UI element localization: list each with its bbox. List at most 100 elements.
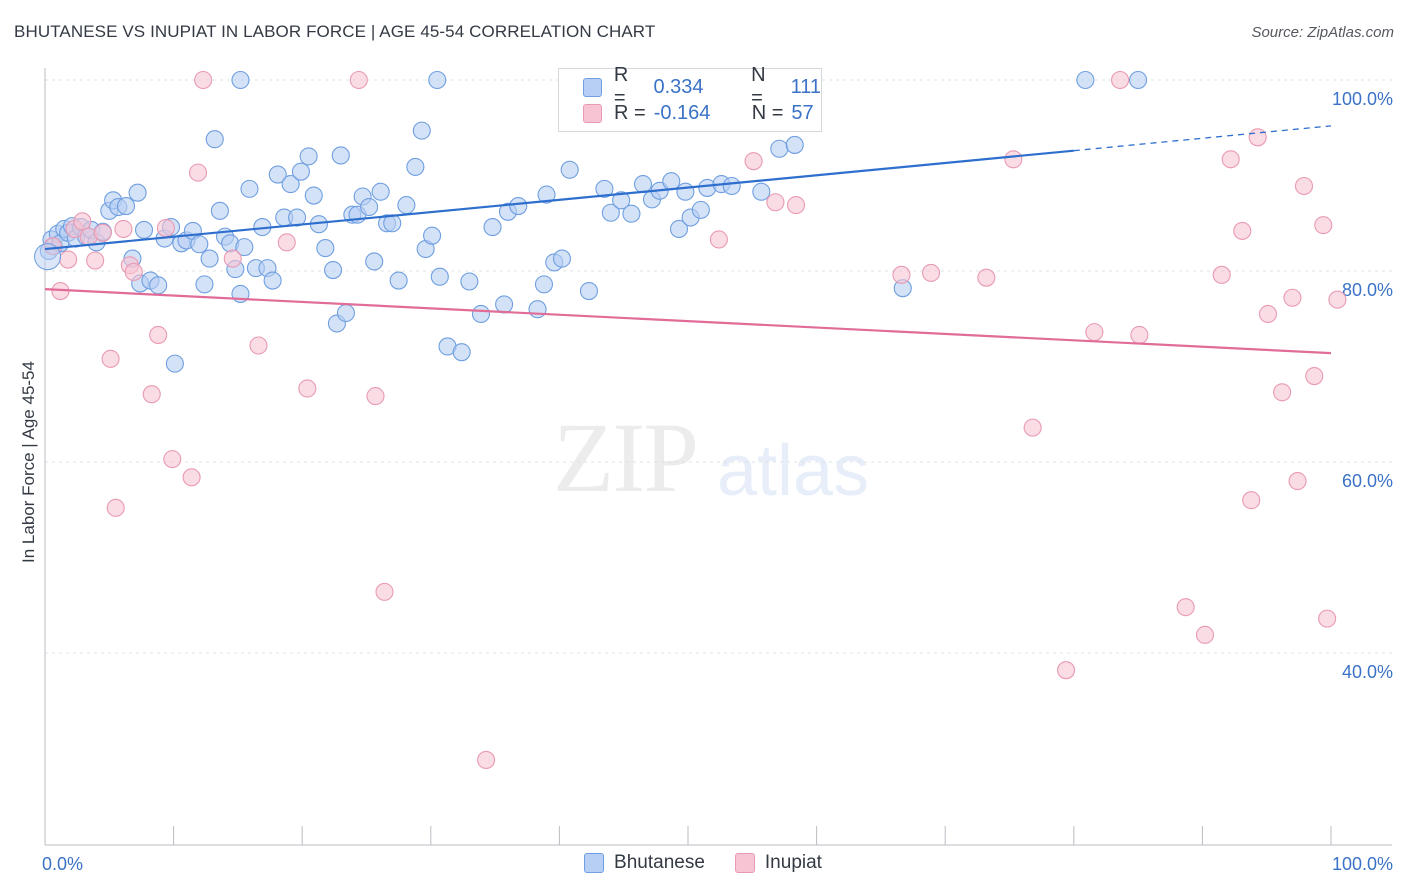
point-bhutanese: [471, 304, 491, 324]
point-bhutanese: [633, 175, 653, 194]
point-inupiat: [1242, 491, 1261, 510]
legend-row-inupiat: R = -0.164 N = 57: [583, 101, 814, 125]
point-inupiat: [142, 385, 161, 404]
point-inupiat: [1111, 70, 1130, 90]
point-bhutanese: [165, 354, 184, 373]
y-tick-label: 40.0%: [1342, 662, 1393, 682]
point-inupiat: [1318, 609, 1337, 628]
point-bhutanese: [579, 282, 599, 301]
point-bhutanese: [200, 249, 219, 268]
point-bhutanese: [1076, 70, 1095, 90]
point-bhutanese: [304, 186, 323, 205]
point-inupiat: [1233, 221, 1252, 240]
point-inupiat: [477, 750, 496, 770]
point-bhutanese-cluster: [34, 243, 62, 271]
point-inupiat: [1328, 290, 1347, 309]
point-bhutanese: [722, 176, 741, 196]
point-bhutanese: [612, 191, 631, 210]
point-bhutanese: [268, 165, 287, 184]
point-bhutanese: [205, 130, 224, 149]
point-inupiat: [101, 349, 120, 368]
point-inupiat: [366, 387, 385, 406]
point-bhutanese: [281, 175, 300, 194]
y-tick-label: 80.0%: [1342, 280, 1393, 300]
point-inupiat: [1004, 150, 1023, 169]
point-bhutanese: [452, 343, 471, 362]
bottom-legend: Bhutanese Inupiat: [0, 852, 1406, 874]
watermark-atlas: atlas: [717, 431, 870, 511]
trend-line-extension-bhutanese: [1073, 125, 1332, 152]
legend-r-value-bhutanese: 0.334: [653, 75, 704, 98]
point-inupiat: [1176, 598, 1195, 617]
point-bhutanese: [235, 238, 254, 257]
chart-title: BHUTANESE VS INUPIAT IN LABOR FORCE | AG…: [14, 22, 656, 41]
point-bhutanese: [291, 162, 310, 181]
point-inupiat: [1273, 383, 1292, 402]
bottom-legend-swatch-bhutanese: [584, 853, 605, 873]
legend-r-label: R =: [613, 64, 629, 109]
legend-swatch-inupiat: [583, 103, 602, 123]
point-inupiat: [163, 450, 182, 469]
point-bhutanese: [371, 182, 390, 201]
point-bhutanese: [552, 249, 572, 268]
legend-swatch-bhutanese: [583, 77, 602, 97]
point-bhutanese: [128, 183, 147, 202]
y-tick-label: 60.0%: [1342, 471, 1393, 491]
point-bhutanese: [231, 70, 250, 90]
point-inupiat: [59, 250, 78, 269]
point-inupiat: [223, 249, 242, 268]
x-tick-label: 100.0%: [1332, 854, 1393, 874]
legend-r-value-inupiat: -0.164: [653, 101, 711, 124]
trend-line-bhutanese: [44, 149, 1074, 251]
point-bhutanese: [770, 139, 789, 158]
point-bhutanese: [1129, 70, 1148, 90]
point-inupiat: [1305, 366, 1324, 386]
point-inupiat: [1258, 304, 1278, 324]
point-bhutanese: [149, 276, 168, 295]
point-inupiat: [86, 251, 105, 270]
source-label: Source: ZipAtlas.com: [1251, 24, 1394, 41]
point-bhutanese: [622, 204, 641, 223]
point-bhutanese: [336, 303, 355, 323]
point-inupiat: [182, 468, 201, 487]
point-inupiat: [1085, 323, 1104, 342]
point-bhutanese: [324, 260, 343, 280]
point-bhutanese: [669, 219, 689, 239]
point-bhutanese: [537, 185, 556, 204]
point-bhutanese: [785, 135, 804, 154]
point-bhutanese: [406, 157, 425, 176]
legend-n-label: N =: [751, 64, 766, 109]
bottom-legend-label-bhutanese: Bhutanese: [614, 852, 705, 873]
point-bhutanese: [509, 197, 528, 216]
watermark-zip: ZIP: [553, 402, 699, 513]
point-bhutanese: [316, 239, 335, 258]
point-inupiat: [73, 212, 92, 231]
point-bhutanese: [240, 179, 259, 198]
point-inupiat: [375, 582, 394, 601]
point-inupiat: [1294, 176, 1314, 196]
point-bhutanese: [428, 70, 447, 90]
point-inupiat: [892, 265, 911, 284]
point-bhutanese: [595, 179, 614, 198]
point-bhutanese: [676, 182, 695, 201]
point-inupiat: [1057, 661, 1076, 680]
point-bhutanese: [601, 203, 620, 222]
point-bhutanese: [460, 272, 479, 291]
legend-r-label: R =: [614, 101, 646, 124]
legend-row-bhutanese: R = 0.334 N = 111: [583, 64, 821, 109]
point-inupiat: [1288, 472, 1307, 491]
point-inupiat: [124, 262, 143, 282]
point-inupiat: [744, 152, 763, 171]
point-bhutanese: [331, 146, 350, 165]
point-inupiat: [349, 70, 368, 90]
point-inupiat: [1314, 216, 1333, 235]
point-inupiat: [188, 163, 208, 182]
point-inupiat: [277, 233, 296, 252]
point-inupiat: [977, 268, 996, 287]
point-bhutanese: [752, 182, 771, 201]
x-tick-label: 0.0%: [42, 854, 83, 874]
legend-n-label: N =: [751, 101, 784, 124]
point-inupiat: [1283, 288, 1302, 307]
bottom-legend-label-inupiat: Inupiat: [764, 852, 822, 873]
point-inupiat: [114, 219, 133, 239]
